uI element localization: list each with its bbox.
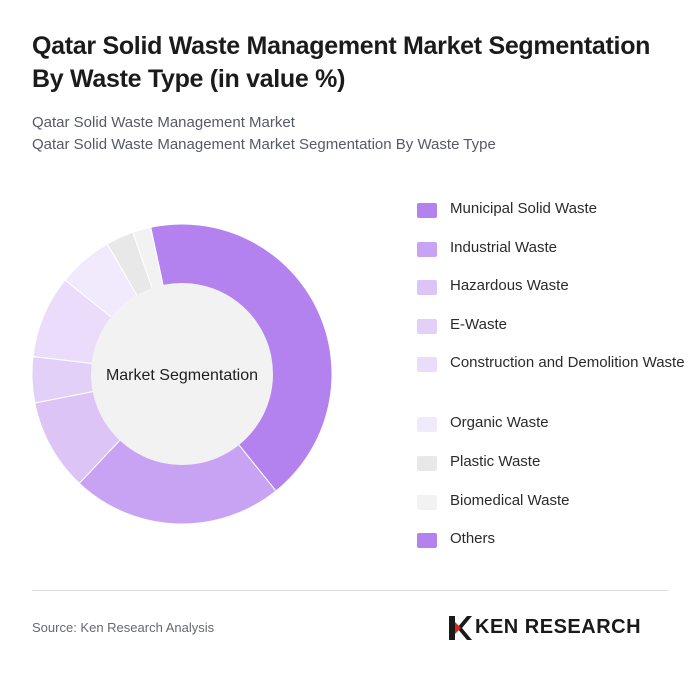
legend-item: Municipal Solid Waste xyxy=(417,198,700,220)
legend-label: Organic Waste xyxy=(450,414,549,431)
legend-swatch xyxy=(417,241,437,257)
brand-name: KEN RESEARCH xyxy=(475,616,642,638)
ken-research-logo-icon xyxy=(449,616,472,640)
legend-swatch xyxy=(417,203,437,218)
legend-item: Industrial Waste xyxy=(417,237,700,259)
legend-item: Biomedical Waste xyxy=(417,490,700,512)
legend-label: Municipal Solid Waste xyxy=(450,200,598,217)
subtitle-line-1: Qatar Solid Waste Management Market xyxy=(32,114,295,131)
donut-center-label: Market Segmentation xyxy=(106,367,258,384)
legend-item: Construction and Demolition Waste xyxy=(417,352,700,374)
chart-subtitle: Qatar Solid Waste Management Market Qata… xyxy=(32,112,672,156)
legend-swatch xyxy=(417,494,437,510)
legend-label: Construction and Demolition Waste xyxy=(450,354,685,371)
footer-divider xyxy=(32,590,668,591)
source-note: Source: Ken Research Analysis xyxy=(32,620,215,635)
legend-label: Others xyxy=(450,530,496,547)
donut-center xyxy=(91,283,273,465)
legend-item: Others xyxy=(417,528,700,550)
legend-label: Biomedical Waste xyxy=(450,491,570,509)
legend-swatch xyxy=(417,318,437,334)
legend-label: E-Waste xyxy=(450,315,507,333)
legend-label: Plastic Waste xyxy=(450,453,541,470)
legend-swatch xyxy=(417,280,437,295)
legend-label: Industrial Waste xyxy=(450,238,557,256)
legend-item: Plastic Waste xyxy=(417,451,700,473)
legend-swatch xyxy=(417,357,437,372)
legend-swatch xyxy=(417,417,437,432)
legend-item: E-Waste xyxy=(417,314,700,336)
brand-logo: KEN RESEARCH xyxy=(447,612,672,642)
legend-item: Hazardous Waste xyxy=(417,275,700,297)
legend-label: Hazardous Waste xyxy=(450,277,569,294)
legend-swatch xyxy=(417,456,437,471)
legend-item: Organic Waste xyxy=(417,412,700,434)
legend-swatch xyxy=(417,533,437,548)
chart-title: Qatar Solid Waste Management Market Segm… xyxy=(32,32,651,93)
subtitle-line-2: Qatar Solid Waste Management Market Segm… xyxy=(32,136,496,153)
donut-chart: Market Segmentation xyxy=(31,223,333,525)
